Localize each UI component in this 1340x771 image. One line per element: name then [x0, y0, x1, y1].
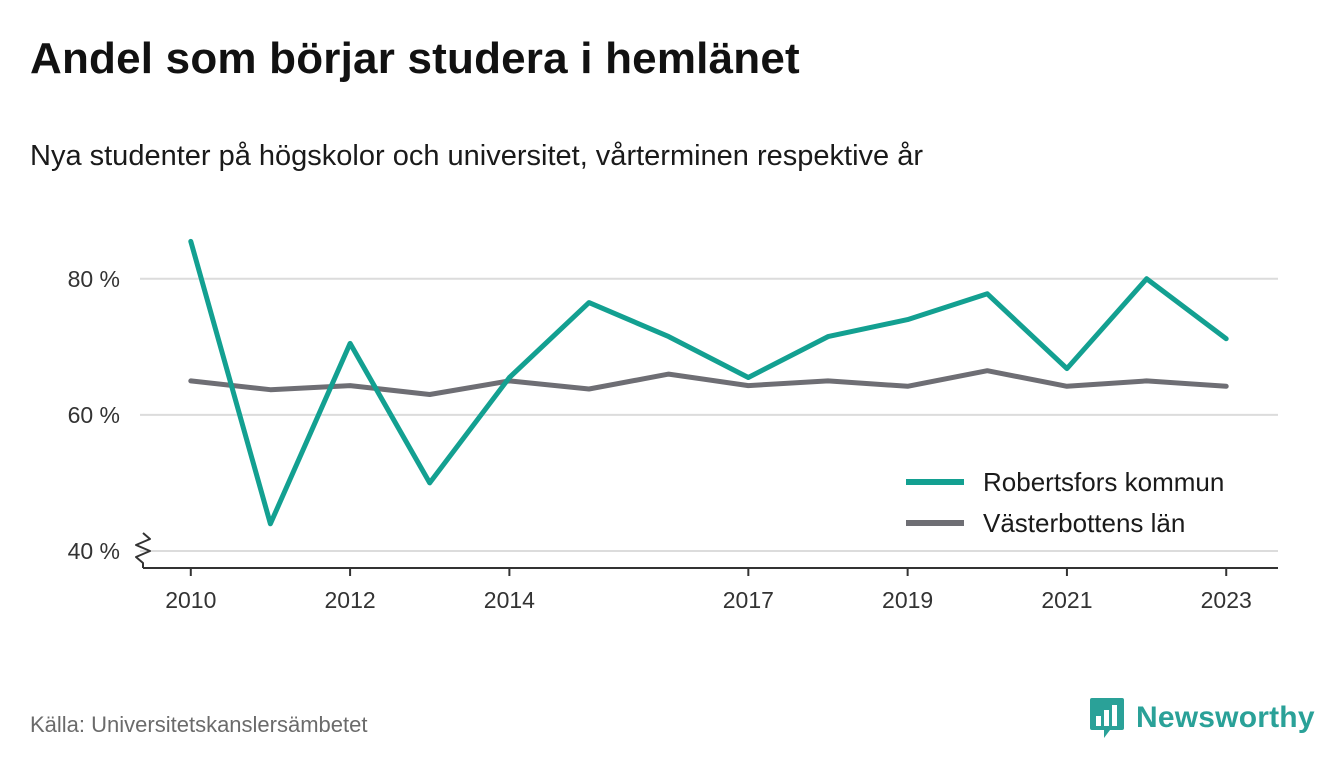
- chart-subtitle: Nya studenter på högskolor och universit…: [30, 140, 923, 172]
- x-tick-label: 2017: [723, 587, 774, 613]
- series-lines: [188, 238, 1229, 527]
- y-tick-label: 80 %: [68, 266, 120, 292]
- x-tick-label: 2012: [325, 587, 376, 613]
- y-tick-label: 40 %: [68, 538, 120, 564]
- series-line-robertsfors: [188, 238, 1229, 527]
- grid-lines: [140, 277, 1278, 552]
- line-chart: 40 % 60 % 80 % 2010 2012 2014 2017 2019 2021 2023…: [68, 238, 1278, 613]
- x-tick-label: 2021: [1041, 587, 1092, 613]
- legend-label: Robertsfors kommun: [983, 467, 1224, 497]
- brand: Newsworthy: [1088, 696, 1315, 740]
- chart-title: Andel som börjar studera i hemlänet: [30, 34, 800, 83]
- brand-name: Newsworthy: [1136, 701, 1315, 734]
- x-tick-label: 2010: [165, 587, 216, 613]
- x-tick-label: 2014: [484, 587, 535, 613]
- x-tick-label: 2019: [882, 587, 933, 613]
- legend-label: Västerbottens län: [983, 508, 1185, 538]
- series-line-vasterbotten: [188, 368, 1229, 397]
- zigzag-axis-break-icon: [135, 532, 151, 568]
- y-tick-label: 60 %: [68, 402, 120, 428]
- source-note: Källa: Universitetskanslersämbetet: [30, 712, 368, 737]
- x-tick-label: 2023: [1201, 587, 1252, 613]
- axes: 40 % 60 % 80 % 2010 2012 2014 2017 2019 2021 2023: [68, 266, 1278, 613]
- bar-chart-speech-bubble-icon: [1090, 698, 1124, 738]
- legend: Robertsfors kommun Västerbottens län: [906, 467, 1224, 538]
